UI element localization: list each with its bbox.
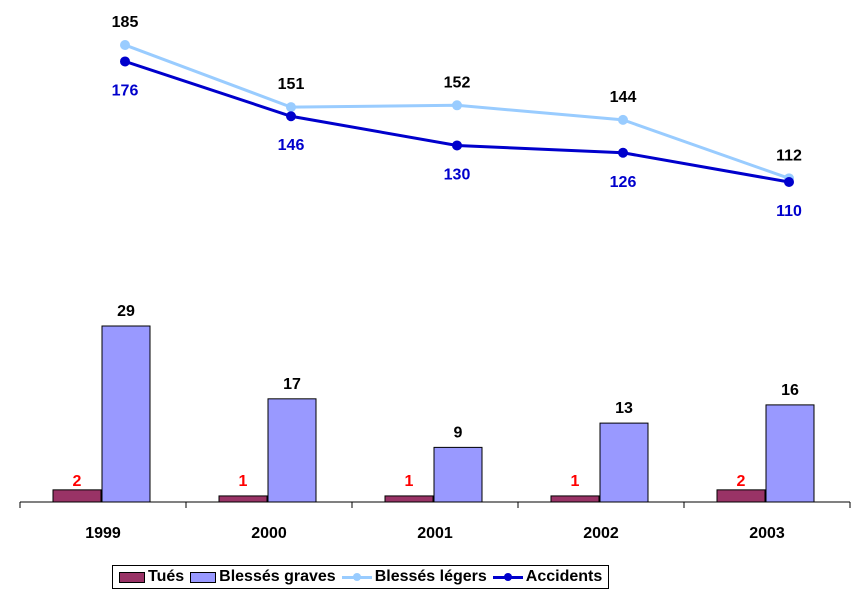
- bar-data-label: 17: [283, 376, 301, 393]
- x-axis: 1999 2000 2001 2002 2003: [19, 501, 851, 542]
- data-label: 151: [278, 76, 305, 93]
- legend-label-blesses-legers: Blessés légers: [374, 568, 487, 585]
- data-label: 110: [776, 203, 802, 220]
- line-series-accidents: 176 146 130 126 110: [112, 56, 802, 220]
- data-label: 146: [278, 137, 305, 154]
- legend-swatch-tues: [119, 571, 145, 583]
- data-point: [286, 102, 296, 113]
- bar-data-label: 13: [615, 400, 633, 417]
- bar: [101, 325, 151, 503]
- legend-item-blesses-graves: Blessés graves: [190, 569, 336, 585]
- x-tick-label: 2001: [417, 525, 453, 542]
- line-series-layer: 185 151 152 144 112 176 146 130 126 110: [112, 14, 802, 220]
- bar: [599, 422, 649, 503]
- bar: [765, 404, 815, 503]
- bar-series-tues: 2 1 1 1 2: [52, 473, 766, 503]
- legend-swatch-accidents: [492, 570, 523, 584]
- x-tick-label: 2000: [251, 525, 287, 542]
- bar-series-blesses-graves: 29 17 9 13 16: [101, 303, 815, 503]
- x-tick-label: 1999: [85, 525, 121, 542]
- bar-data-label: 9: [454, 424, 463, 441]
- bar: [716, 489, 766, 503]
- bar-data-label: 1: [239, 473, 248, 490]
- bar-data-label: 2: [73, 473, 82, 490]
- bar-data-label: 29: [117, 303, 135, 320]
- data-point: [120, 56, 130, 67]
- bar: [267, 398, 317, 503]
- series-line: [124, 43, 790, 180]
- data-point: [618, 114, 628, 125]
- x-tick-label: 2002: [583, 525, 619, 542]
- bar-data-label: 16: [781, 382, 799, 399]
- data-label: 185: [112, 14, 139, 31]
- data-label: 176: [112, 82, 139, 99]
- bar: [433, 446, 483, 503]
- data-label: 152: [444, 74, 471, 91]
- bar: [218, 495, 268, 503]
- legend: Tués Blessés graves Blessés légers Accid…: [112, 565, 610, 589]
- bar: [52, 489, 102, 503]
- data-point: [784, 177, 794, 187]
- data-point: [452, 140, 462, 151]
- data-point: [452, 100, 462, 111]
- bar: [384, 495, 434, 503]
- bar-data-label: 1: [571, 473, 580, 490]
- data-point: [618, 147, 628, 158]
- x-tick-label: 2003: [749, 525, 785, 542]
- legend-item-tues: Tués: [119, 569, 184, 585]
- legend-label-blesses-graves: Blessés graves: [219, 568, 336, 585]
- bar-data-label: 1: [405, 473, 414, 490]
- bar-data-label: 2: [737, 473, 746, 490]
- legend-swatch-blesses-graves: [190, 571, 217, 583]
- legend-item-blesses-legers: Blessés légers: [341, 568, 487, 585]
- data-label: 112: [776, 147, 802, 164]
- legend-label-accidents: Accidents: [525, 568, 603, 585]
- legend-label-tues: Tués: [148, 568, 185, 585]
- data-point: [286, 111, 296, 122]
- data-label: 144: [610, 89, 637, 106]
- line-series-blesses-legers: 185 151 152 144 112: [112, 14, 802, 184]
- legend-item-accidents: Accidents: [492, 568, 603, 585]
- data-label: 130: [444, 166, 471, 183]
- bar: [550, 495, 600, 503]
- legend-swatch-blesses-legers: [341, 570, 372, 584]
- data-point: [120, 40, 130, 50]
- data-label: 126: [610, 174, 637, 191]
- bar-series-layer: 2 1 1 1 2 29 17 9 13 16: [52, 303, 815, 503]
